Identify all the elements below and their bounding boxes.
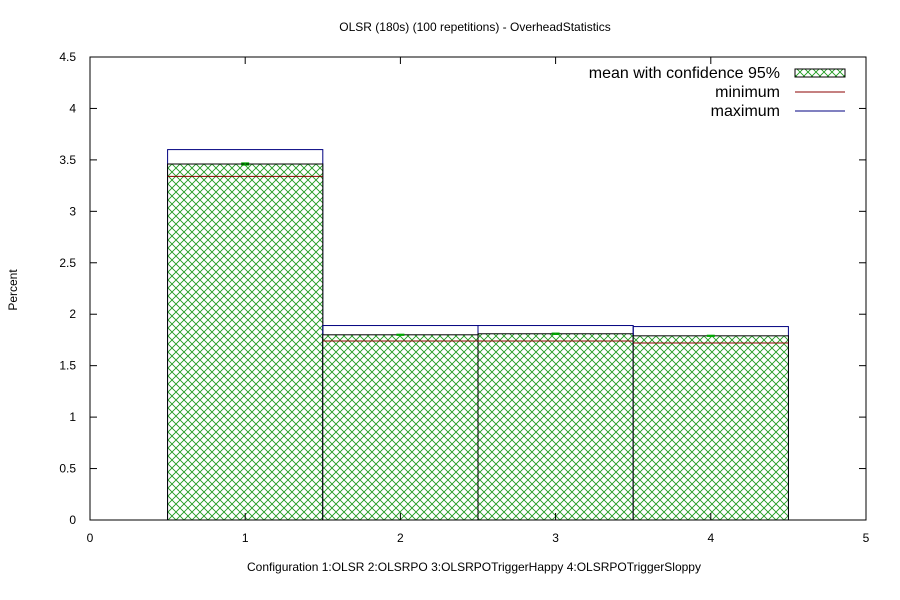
mean-bar-3 bbox=[477, 333, 634, 521]
y-tick-label: 4.5 bbox=[59, 50, 76, 64]
x-tick-label: 1 bbox=[242, 531, 249, 545]
legend-label: minimum bbox=[715, 84, 780, 101]
chart-title: OLSR (180s) (100 repetitions) - Overhead… bbox=[339, 20, 610, 34]
y-axis-label: Percent bbox=[6, 269, 20, 311]
legend-label: mean with confidence 95% bbox=[589, 65, 780, 82]
y-tick-label: 4 bbox=[69, 101, 76, 115]
x-tick-label: 5 bbox=[863, 531, 870, 545]
x-tick-label: 0 bbox=[87, 531, 94, 545]
y-tick-label: 1.5 bbox=[59, 359, 76, 373]
legend-swatch-mean bbox=[794, 68, 846, 78]
x-tick-label: 4 bbox=[707, 531, 714, 545]
y-tick-label: 3.5 bbox=[59, 153, 76, 167]
x-tick-label: 3 bbox=[552, 531, 559, 545]
y-tick-label: 3 bbox=[69, 204, 76, 218]
legend: mean with confidence 95% minimum maximum bbox=[589, 65, 846, 120]
y-tick-label: 2.5 bbox=[59, 256, 76, 270]
y-tick-label: 1 bbox=[69, 410, 76, 424]
axes-layer: 0 0.5 1 1.5 2 2.5 3 3.5 4 4.5 0 1 2 3 4 5 bbox=[59, 50, 869, 545]
bars-layer bbox=[167, 149, 789, 521]
mean-bar-1 bbox=[167, 163, 324, 521]
y-tick-label: 0 bbox=[69, 513, 76, 527]
legend-label: maximum bbox=[711, 103, 780, 120]
y-tick-label: 0.5 bbox=[59, 462, 76, 476]
plot-frame bbox=[89, 56, 867, 521]
mean-bar-4 bbox=[632, 335, 789, 521]
x-axis-label: Configuration 1:OLSR 2:OLSRPO 3:OLSRPOTr… bbox=[247, 560, 701, 574]
x-tick-label: 2 bbox=[397, 531, 404, 545]
mean-bar-2 bbox=[322, 334, 479, 521]
y-tick-label: 2 bbox=[69, 307, 76, 321]
